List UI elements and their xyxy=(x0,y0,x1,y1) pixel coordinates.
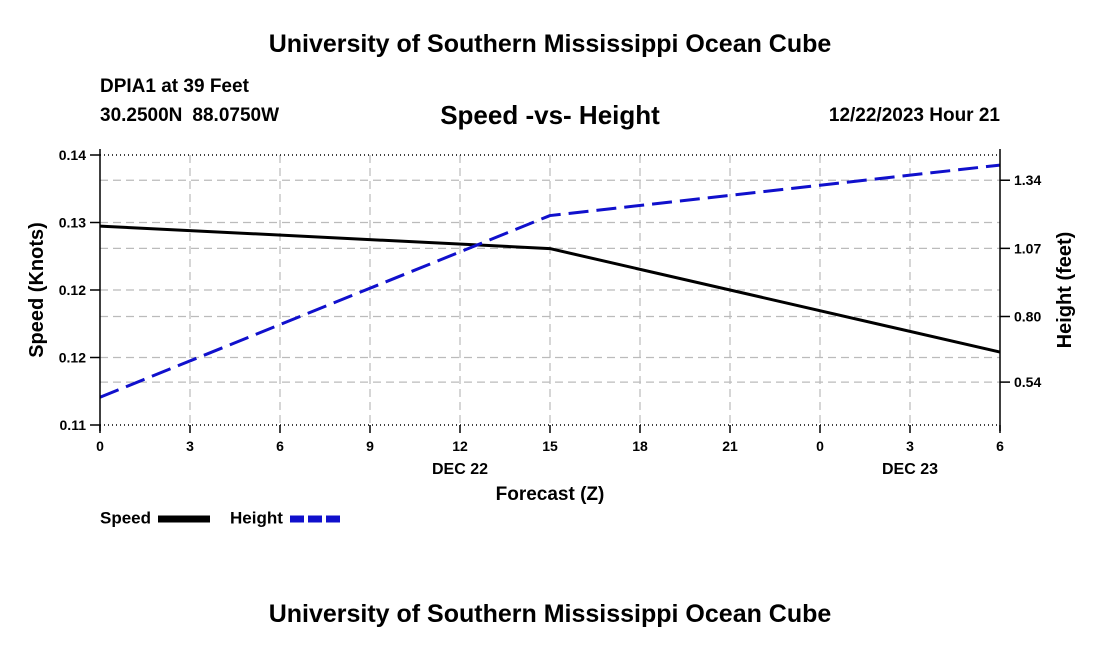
x-axis-tick-label: 9 xyxy=(366,438,374,454)
height-series-line xyxy=(99,163,1001,399)
chart-subtitle: Speed -vs- Height xyxy=(440,100,660,130)
left-axis-tick-label: 0.13 xyxy=(59,215,86,231)
x-axis-date-label: DEC 22 xyxy=(432,461,488,478)
legend-height-swatch xyxy=(289,515,342,523)
x-axis-tick-label: 3 xyxy=(186,438,194,454)
x-axis-tick-label: 6 xyxy=(996,438,1004,454)
left-axis-tick-label: 0.12 xyxy=(59,282,86,298)
left-axis-tick-label: 0.14 xyxy=(59,147,86,163)
x-axis-date-label: DEC 23 xyxy=(882,461,938,478)
x-axis-tick-label: 0 xyxy=(96,438,104,454)
left-axis-tick-label: 0.11 xyxy=(60,417,87,433)
left-axis-title: Speed (Knots) xyxy=(26,222,48,358)
speed-series-line xyxy=(99,224,1001,354)
x-axis-tick-label: 18 xyxy=(632,438,648,454)
station-coordinates: 30.2500N 88.0750W xyxy=(100,105,279,127)
legend-item-height: Height xyxy=(230,508,342,529)
x-axis-title: Forecast (Z) xyxy=(496,484,605,505)
chart-title: University of Southern Mississippi Ocean… xyxy=(268,30,832,58)
axes: 0.11 0.12 0.12 0.13 0.14 0.54 0.80 1.07 1.34 0 3 6 9… xyxy=(59,147,1042,478)
right-axis-tick-label: 0.80 xyxy=(1014,308,1041,324)
legend-speed-swatch xyxy=(157,515,210,523)
footer-title: University of Southern Mississippi Ocean… xyxy=(268,600,832,628)
longitude: 88.0750W xyxy=(192,105,280,126)
forecast-datetime: 12/22/2023 Hour 21 xyxy=(828,105,1000,126)
x-axis-tick-label: 12 xyxy=(452,438,468,454)
x-axis-tick-label: 0 xyxy=(816,438,824,454)
left-axis-tick-label: 0.12 xyxy=(59,350,86,366)
right-axis-tick-label: 0.54 xyxy=(1014,374,1041,390)
right-axis-title: Height (feet) xyxy=(1054,232,1076,349)
x-axis-tick-label: 6 xyxy=(276,438,284,454)
legend-height-label: Height xyxy=(230,508,283,528)
latitude: 30.2500N xyxy=(100,105,183,126)
legend-item-speed: Speed xyxy=(100,508,210,529)
x-axis-tick-label: 15 xyxy=(542,438,558,454)
right-axis-tick-label: 1.34 xyxy=(1014,172,1041,188)
grid xyxy=(100,155,1000,425)
series-layer xyxy=(99,163,1001,399)
x-axis-tick-label: 21 xyxy=(722,438,738,454)
station-name: DPIA1 at 39 Feet xyxy=(100,76,249,97)
x-axis-tick-label: 3 xyxy=(906,438,914,454)
legend-speed-label: Speed xyxy=(100,508,152,528)
right-axis-tick-label: 1.07 xyxy=(1014,240,1041,256)
